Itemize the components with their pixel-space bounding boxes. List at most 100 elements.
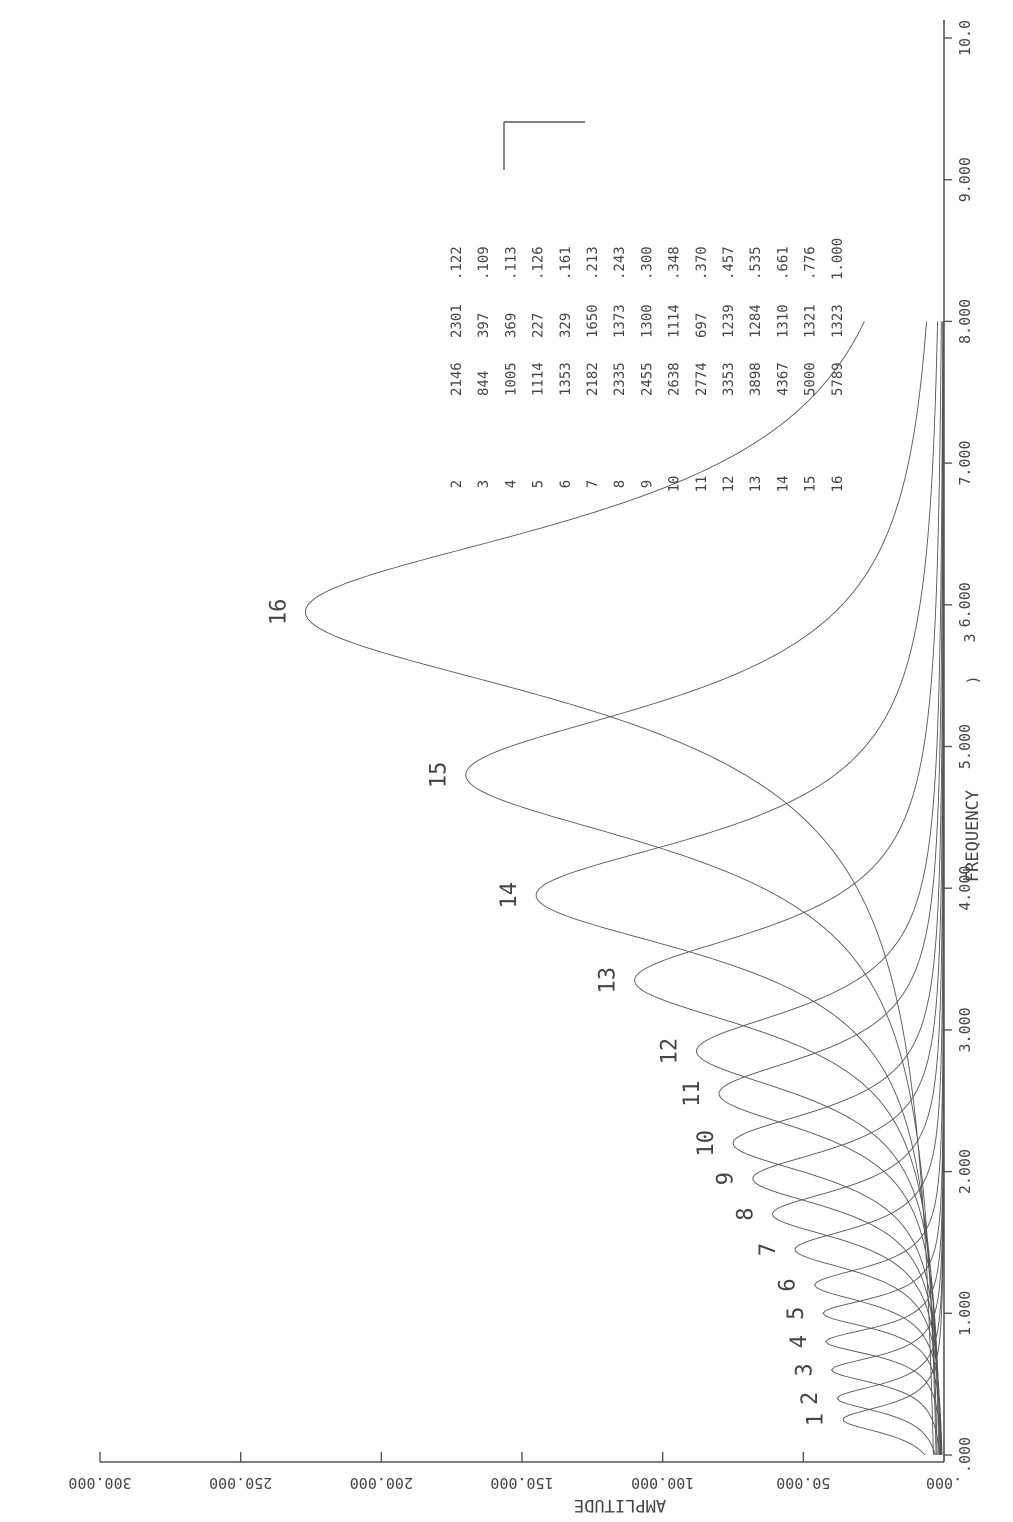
amplitude-tick-label: 100.000 bbox=[631, 1474, 694, 1492]
tick-marks bbox=[100, 38, 952, 1462]
series-label: 15 bbox=[427, 762, 452, 789]
series-label: 7 bbox=[756, 1243, 781, 1256]
table-cell: 1323 bbox=[830, 304, 846, 338]
table-cell: .457 bbox=[721, 246, 737, 280]
series-label: 2 bbox=[798, 1392, 823, 1405]
table-cell: 3353 bbox=[721, 362, 737, 396]
amplitude-tick-labels: .000 50.000 100.000 150.000 200.000 250.000 30… bbox=[68, 1474, 962, 1492]
series-label: 5 bbox=[784, 1307, 809, 1320]
axis-titles: FREQUENCY 3 ) AMPLITUDE bbox=[574, 633, 983, 1515]
frequency-tick-label: 8.000 bbox=[956, 299, 974, 344]
table-cell: 2182 bbox=[585, 362, 601, 396]
table-cell: .300 bbox=[639, 246, 655, 280]
amplitude-tick-label: 200.000 bbox=[350, 1474, 413, 1492]
table-cell: .370 bbox=[694, 246, 710, 280]
table-cell: .126 bbox=[531, 246, 547, 280]
table-cell: 11 bbox=[694, 476, 710, 493]
table-cell: 1300 bbox=[639, 304, 655, 338]
table-cell: .113 bbox=[503, 246, 519, 280]
frequency-exponent-suffix: ) bbox=[964, 675, 982, 684]
frequency-tick-labels: .000 1.000 2.000 3.000 4.000 5.000 6.000 7.000 8… bbox=[956, 20, 974, 1473]
table-cell: 2146 bbox=[449, 362, 465, 396]
frequency-tick-label: 10.0 bbox=[956, 20, 974, 56]
table-cell: 6 bbox=[558, 480, 574, 488]
table-cell: 1114 bbox=[531, 362, 547, 396]
table-cell: .122 bbox=[449, 246, 465, 280]
table-cell: .243 bbox=[612, 246, 628, 280]
table-cell: 2335 bbox=[612, 362, 628, 396]
table-cell: 12 bbox=[721, 476, 737, 493]
table-cell: 697 bbox=[694, 313, 710, 338]
amplitude-axis-title: AMPLITUDE bbox=[574, 1495, 666, 1515]
table-cell: .776 bbox=[803, 246, 819, 280]
series-label: 12 bbox=[657, 1038, 682, 1065]
peak-data-table: 221462301.1223844397.10941005369.1135111… bbox=[449, 122, 846, 492]
table-cell: 3898 bbox=[748, 362, 764, 396]
table-cell: 397 bbox=[476, 313, 492, 338]
table-cell: 4 bbox=[503, 480, 519, 488]
table-cell: 15 bbox=[803, 476, 819, 493]
table-cell: 1650 bbox=[585, 304, 601, 338]
amplitude-tick-label: 50.000 bbox=[776, 1474, 830, 1492]
series-label: 3 bbox=[792, 1363, 817, 1376]
table-cell: 1321 bbox=[803, 304, 819, 338]
table-cell: 1353 bbox=[558, 362, 574, 396]
table-cell: 5000 bbox=[803, 362, 819, 396]
table-cell: 1310 bbox=[775, 304, 791, 338]
table-cell: 2301 bbox=[449, 304, 465, 338]
chart-axes bbox=[100, 20, 944, 1462]
series-label: 11 bbox=[680, 1080, 705, 1107]
amplitude-tick-label: 250.000 bbox=[209, 1474, 272, 1492]
series-curve bbox=[843, 321, 944, 1455]
table-cell: .661 bbox=[775, 246, 791, 280]
series-label: 9 bbox=[714, 1172, 739, 1185]
table-cell: 8 bbox=[612, 480, 628, 488]
table-cell: 10 bbox=[667, 476, 683, 493]
table-cell: 3 bbox=[476, 480, 492, 488]
table-cell: 369 bbox=[503, 313, 519, 338]
series-label: 6 bbox=[776, 1278, 801, 1291]
series-curves bbox=[306, 321, 945, 1455]
series-label: 4 bbox=[787, 1335, 812, 1348]
table-cell: 227 bbox=[531, 313, 547, 338]
table-cell: 5 bbox=[531, 480, 547, 488]
frequency-tick-label: 5.000 bbox=[956, 724, 974, 769]
series-label: 16 bbox=[266, 599, 291, 626]
amplitude-tick-label: 150.000 bbox=[490, 1474, 553, 1492]
amplitude-tick-label: 300.000 bbox=[68, 1474, 131, 1492]
frequency-axis-title: FREQUENCY bbox=[963, 790, 983, 882]
table-cell: 13 bbox=[748, 476, 764, 493]
series-label: 1 bbox=[804, 1413, 829, 1426]
table-cell: 1005 bbox=[503, 362, 519, 396]
table-cell: 2455 bbox=[639, 362, 655, 396]
table-cell: .535 bbox=[748, 246, 764, 280]
table-cell: 1239 bbox=[721, 304, 737, 338]
table-cell: 844 bbox=[476, 371, 492, 396]
table-cell: .213 bbox=[585, 246, 601, 280]
amplitude-tick-label: .000 bbox=[926, 1474, 962, 1492]
table-cell: 16 bbox=[830, 476, 846, 493]
table-cell: 2 bbox=[449, 480, 465, 488]
table-cell: .161 bbox=[558, 246, 574, 280]
series-label: 14 bbox=[497, 882, 522, 909]
series-label: 8 bbox=[733, 1207, 758, 1220]
frequency-tick-label: 2.000 bbox=[956, 1149, 974, 1194]
table-cell: .109 bbox=[476, 246, 492, 280]
frequency-tick-label: 3.000 bbox=[956, 1007, 974, 1052]
table-cell: .348 bbox=[667, 246, 683, 280]
table-cell: 1.000 bbox=[830, 238, 846, 280]
series-label: 10 bbox=[694, 1130, 719, 1157]
frequency-tick-label: 9.000 bbox=[956, 157, 974, 202]
table-cell: 5789 bbox=[830, 362, 846, 396]
table-cell: 1114 bbox=[667, 304, 683, 338]
frequency-tick-label: 1.000 bbox=[956, 1291, 974, 1336]
frequency-tick-label: 7.000 bbox=[956, 441, 974, 486]
table-cell: 9 bbox=[639, 480, 655, 488]
table-cell: 14 bbox=[775, 476, 791, 493]
table-cell: 329 bbox=[558, 313, 574, 338]
frequency-exponent-label: 3 bbox=[961, 633, 979, 642]
table-cell: 2638 bbox=[667, 362, 683, 396]
series-label: 13 bbox=[596, 967, 621, 994]
